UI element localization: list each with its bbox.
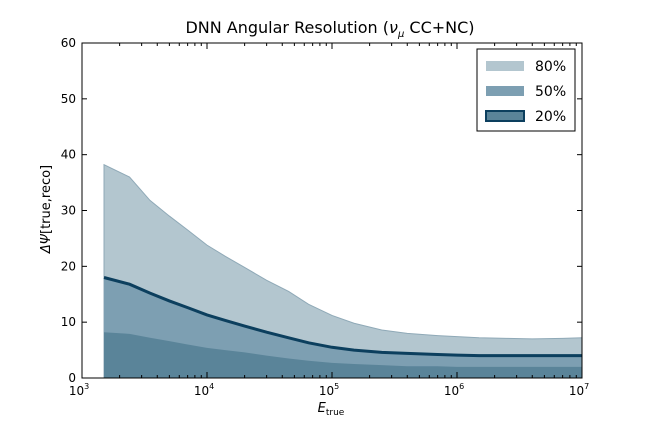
x-axis-label-main: E [318,401,327,416]
series-50-line [103,276,582,358]
chart-title: DNN Angular Resolution (νμ CC+NC) [185,18,474,40]
title-prefix: DNN Angular Resolution ( [185,18,389,37]
axes: 0 10 20 30 40 50 60 103 104 105 106 107 [61,36,589,398]
legend-swatch-50 [486,86,524,96]
x-axis-label: Etrue [318,401,345,418]
title-suffix: CC+NC) [404,18,474,37]
title-mu: μ [397,29,404,40]
y-tick-label: 30 [61,204,76,218]
y-tick-label: 50 [61,92,76,106]
y-tick-label: 0 [68,371,76,385]
x-tick-label: 106 [444,382,464,398]
x-tick-label: 103 [69,382,89,398]
y-axis-label-main: ΔΨ [39,233,54,254]
x-tick-label: 105 [319,382,339,398]
x-tick-label: 104 [194,382,214,398]
legend: 80% 50% 20% [476,48,576,132]
y-tick-label: 20 [61,259,76,273]
y-tick-label: 60 [61,36,76,50]
y-tick-label: 40 [61,148,76,162]
x-tick-label: 107 [569,382,589,398]
series-20-area [104,332,582,378]
legend-label: 50% [535,84,566,100]
y-tick-label: 10 [61,315,76,329]
x-axis-label-sub: true [326,408,345,418]
y-axis-label-rest: [true,reco] [39,165,54,234]
legend-swatch-80 [486,61,524,71]
legend-label: 20% [535,109,566,125]
title-nu: ν [389,18,398,37]
plot-area [103,163,583,379]
y-axis-label: ΔΨ[true,reco] [39,165,54,254]
legend-label: 80% [535,59,566,75]
legend-swatch-20 [485,110,525,122]
